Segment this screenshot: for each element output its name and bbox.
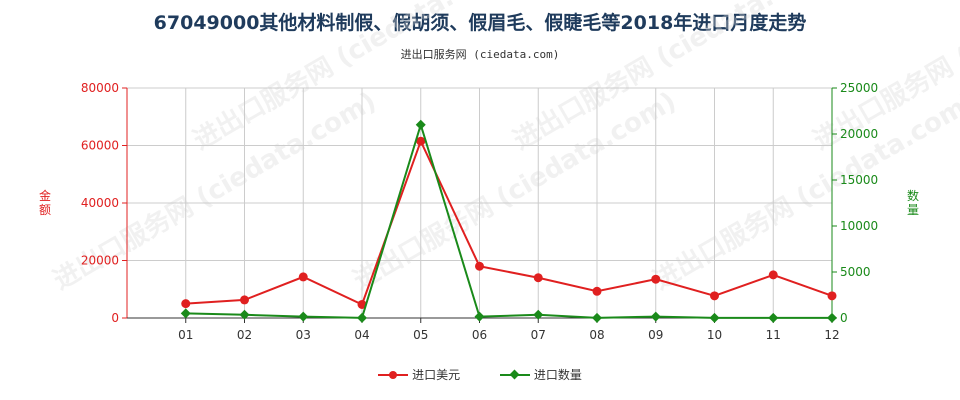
series-point-0 — [768, 270, 778, 280]
series-point-1 — [650, 311, 661, 322]
series-point-1 — [239, 309, 250, 320]
x-tick-label: 09 — [648, 328, 663, 342]
watermark-text: 进出口服务网 (ciedata.com) — [189, 0, 522, 156]
series-point-1 — [298, 311, 309, 322]
right-tick-label: 0 — [840, 311, 848, 325]
right-axis-title: 数量 — [907, 188, 919, 217]
watermark: 进出口服务网 (ciedata.com)进出口服务网 (ciedata.com)… — [49, 0, 960, 296]
axis-title-char: 金 — [39, 188, 51, 203]
x-tick-label: 02 — [237, 328, 252, 342]
legend-item-import-usd[interactable]: 进口美元 — [378, 366, 460, 383]
x-tick-label: 07 — [531, 328, 546, 342]
legend-item-import-qty[interactable]: 进口数量 — [499, 366, 582, 383]
series-point-1 — [357, 312, 367, 323]
series-line-0 — [185, 138, 833, 306]
chart-subtitle: 进出口服务网 (ciedata.com) — [400, 48, 560, 61]
x-tick-label: 04 — [354, 328, 369, 342]
legend-marker-red — [378, 370, 409, 380]
right-tick-label: 10000 — [840, 219, 878, 233]
series-line-1 — [185, 121, 832, 319]
series-point-0 — [416, 136, 426, 146]
left-tick-label: 80000 — [81, 81, 119, 95]
x-tick-label: 08 — [589, 328, 604, 342]
watermark-text: 进出口服务网 (ciedata.com) — [349, 87, 682, 297]
x-tick-label: 03 — [296, 328, 311, 342]
legend-label-import-qty: 进口数量 — [533, 368, 582, 382]
left-tick-label: 0 — [111, 311, 119, 325]
right-tick-label: 5000 — [840, 265, 871, 279]
series-point-0 — [592, 286, 602, 296]
legend-marker-green — [499, 369, 530, 380]
series-point-1 — [592, 312, 602, 323]
x-tick-label: 11 — [766, 328, 781, 342]
series-point-0 — [181, 299, 191, 309]
right-tick-label: 25000 — [840, 81, 878, 95]
series-point-1 — [709, 312, 720, 323]
series-point-1 — [180, 308, 191, 319]
series-point-0 — [827, 291, 837, 301]
axis-title-char: 数 — [907, 188, 919, 203]
series-point-0 — [710, 291, 719, 301]
series-point-1 — [474, 311, 485, 322]
legend: 进口美元 进口数量 — [0, 366, 960, 383]
series-point-1 — [768, 312, 779, 323]
axis-title-char: 额 — [39, 203, 51, 217]
x-tick-label: 12 — [824, 328, 839, 342]
axes: 0 20000 40000 60000 80000 0 5000 10000 15000 2000… — [39, 81, 919, 342]
watermark-text: 进出口服务网 (ciedata.com) — [509, 0, 842, 156]
right-tick-label: 15000 — [840, 173, 878, 187]
left-tick-label: 20000 — [81, 254, 119, 268]
series-layer — [180, 119, 837, 323]
axis-title-char: 量 — [907, 203, 919, 217]
x-tick-label: 05 — [413, 328, 428, 342]
series-point-0 — [475, 261, 484, 271]
x-tick-label: 10 — [707, 328, 722, 342]
left-axis-title: 金额 — [39, 188, 51, 217]
series-point-0 — [357, 299, 367, 309]
x-tick-label: 06 — [472, 328, 487, 342]
left-tick-label: 60000 — [81, 139, 119, 153]
series-point-0 — [651, 274, 661, 284]
series-point-1 — [415, 119, 426, 130]
series-point-1 — [533, 309, 544, 320]
right-tick-label: 20000 — [840, 127, 878, 141]
chart-title: 67049000其他材料制假、假胡须、假眉毛、假睫毛等2018年进口月度走势 — [153, 12, 807, 34]
series-point-1 — [827, 312, 837, 323]
series-point-0 — [298, 272, 308, 282]
left-tick-label: 40000 — [81, 196, 119, 210]
series-point-0 — [240, 295, 249, 305]
legend-label-import-usd: 进口美元 — [412, 368, 461, 382]
x-tick-label: 01 — [178, 328, 193, 342]
series-point-0 — [533, 273, 543, 283]
